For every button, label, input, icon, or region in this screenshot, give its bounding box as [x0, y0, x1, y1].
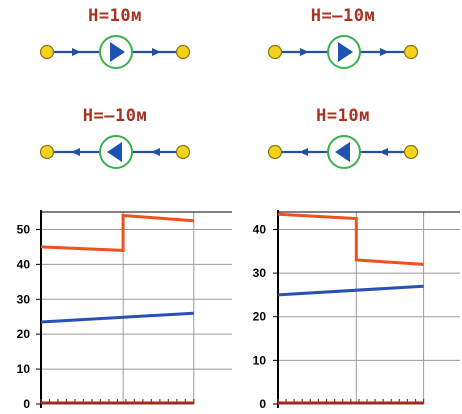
pump-diagram — [267, 135, 419, 169]
flow-arrow-icon — [72, 48, 81, 56]
y-tick-label: 40 — [253, 222, 267, 236]
series-line — [277, 212, 424, 266]
series-line — [277, 284, 424, 297]
node-icon — [403, 144, 419, 160]
flow-arrow-icon — [300, 48, 309, 56]
flow-arrow-icon — [380, 48, 389, 56]
head-label: H=–10м — [82, 106, 148, 126]
pump-diagram — [39, 135, 191, 169]
y-tick-label: 0 — [23, 397, 30, 411]
node-icon — [403, 44, 419, 60]
pump-scheme-1: H=10м — [30, 6, 200, 74]
node-icon — [39, 144, 55, 160]
node-icon — [267, 144, 283, 160]
y-tick-label: 20 — [253, 310, 267, 324]
flow-arrow-icon — [152, 48, 161, 56]
pump-scheme-4: H=10м — [258, 106, 428, 174]
head-label: H=–10м — [310, 6, 376, 26]
chart-svg: 0 10 20 30 40 50 — [17, 210, 232, 411]
node-icon — [267, 44, 283, 60]
y-tick-label: 50 — [17, 222, 31, 236]
y-tick-label: 30 — [17, 292, 31, 306]
series-line — [40, 311, 194, 324]
pump-direction-icon — [338, 42, 353, 62]
pump-scheme-2: H=–10м — [258, 6, 428, 74]
head-chart-right: 0 10 20 30 40 — [236, 206, 462, 414]
y-tick-label: 40 — [17, 257, 31, 271]
series-line — [40, 213, 194, 252]
y-tick-label: 20 — [17, 327, 31, 341]
pump-direction-icon — [335, 142, 350, 162]
pump-diagram — [39, 35, 191, 69]
node-icon — [39, 44, 55, 60]
pump-direction-icon — [110, 42, 125, 62]
pump-diagram — [267, 35, 419, 69]
head-label: H=10м — [316, 106, 370, 126]
chart-svg: 0 10 20 30 40 — [253, 210, 460, 411]
y-tick-label: 0 — [259, 397, 266, 411]
y-tick-label: 30 — [253, 266, 267, 280]
pump-direction-icon — [107, 142, 122, 162]
head-label: H=10м — [88, 6, 142, 26]
pump-scheme-3: H=–10м — [30, 106, 200, 174]
flow-arrow-icon — [151, 148, 160, 156]
flow-arrow-icon — [299, 148, 308, 156]
y-tick-label: 10 — [17, 362, 31, 376]
node-icon — [175, 44, 191, 60]
node-icon — [175, 144, 191, 160]
flow-arrow-icon — [379, 148, 388, 156]
flow-arrow-icon — [71, 148, 80, 156]
head-chart-left: 0 10 20 30 40 50 — [0, 206, 235, 414]
y-tick-label: 10 — [253, 353, 267, 367]
